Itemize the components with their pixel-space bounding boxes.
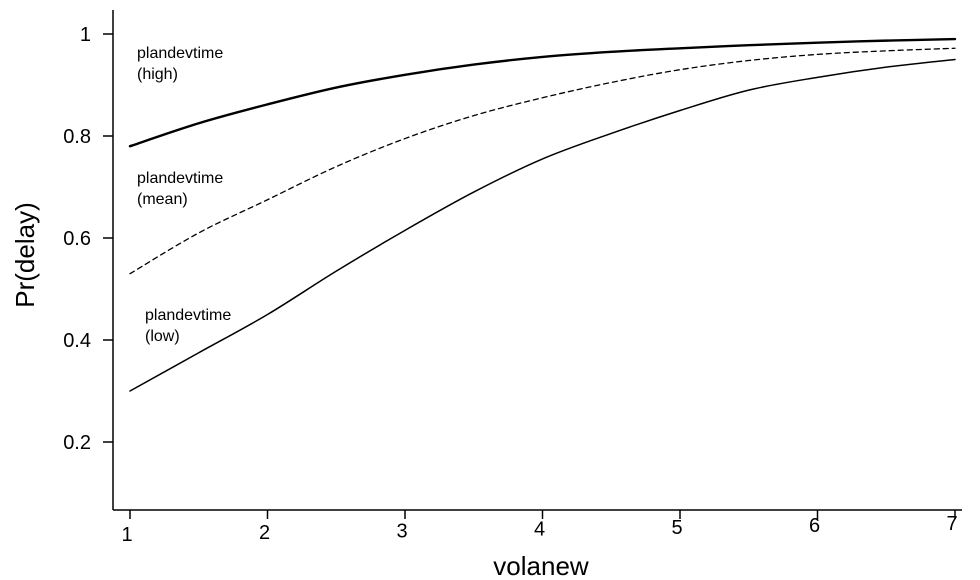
series-line-mean [129,47,956,275]
x-tick-label: 1 [121,524,132,546]
y-tick-label: 1 [80,24,91,46]
x-tick-label: 4 [534,519,545,541]
x-tick-label: 6 [809,515,820,537]
series-labels: plandevtime (high) plandevtime (mean) plande… [137,45,231,345]
x-tick-label: 5 [671,517,682,539]
y-tick-label: 0.2 [63,432,91,454]
series-line-high [128,37,957,148]
series-line-low [129,58,956,392]
x-tick-label: 7 [946,513,957,535]
x-tick-label: 3 [396,520,407,542]
x-axis-title: volanew [493,551,589,580]
series-label-high: plandevtime [137,45,223,62]
series-label-mean: plandevtime [137,170,223,187]
series-label-high: (high) [137,66,178,83]
y-axis-title: Pr(delay) [10,202,40,307]
series-lines [128,37,957,392]
y-tick-label: 0.8 [63,126,91,148]
series-label-mean: (mean) [137,191,188,208]
y-tick-label: 0.6 [63,228,91,250]
axes: 0.2 0.4 0.6 0.8 1 1 2 3 4 5 6 7 [63,10,962,546]
x-tick-label: 2 [259,522,270,544]
series-label-low: plandevtime [145,307,231,324]
series-label-low: (low) [145,328,180,345]
y-tick-label: 0.4 [63,330,91,352]
